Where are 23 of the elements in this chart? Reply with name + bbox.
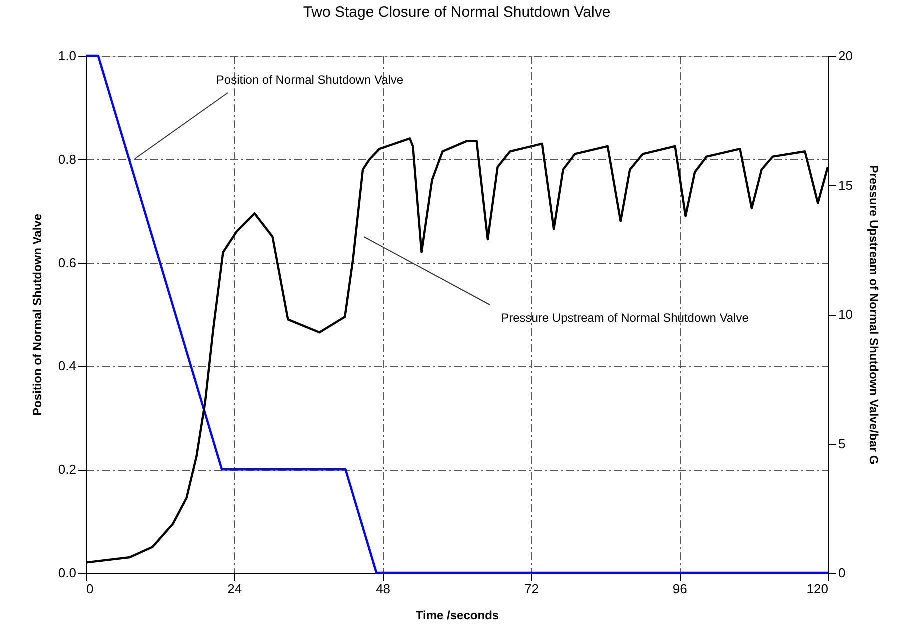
y-axis-title: Position of Normal Shutdown Valve — [30, 214, 44, 416]
y-tick-label: 0.4 — [58, 358, 76, 374]
x-tick-label: 96 — [672, 582, 688, 596]
y-tick-label: 0.6 — [58, 255, 76, 270]
y2-tick-label: 15 — [838, 178, 853, 193]
y-tick-label: 1.0 — [58, 48, 76, 64]
y-tick-label: 0.0 — [58, 566, 76, 580]
y-tick-label: 0.2 — [58, 462, 76, 478]
annotation: Pressure Upstream of Normal Shutdown Valve — [501, 311, 750, 325]
y-tick-label: 0.8 — [58, 152, 76, 167]
x-axis-title: Time /seconds — [416, 608, 500, 622]
x-tick-label: 24 — [228, 582, 242, 596]
y2-tick-label: 0 — [838, 566, 846, 580]
y2-axis-title: Pressure Upstream of Normal Shutdown Valve/bar G — [866, 165, 881, 465]
y2-tick-label: 10 — [838, 307, 853, 322]
x-tick-label: 0 — [86, 582, 94, 596]
x-tick-label: 72 — [524, 582, 539, 596]
x-tick-label: 120 — [806, 582, 828, 596]
annotation: Position of Normal Shutdown Valve — [216, 73, 404, 87]
chart-title: Two Stage Closure of Normal Shutdown Valve — [303, 4, 611, 21]
x-tick-label: 48 — [376, 582, 391, 596]
y2-tick-label: 5 — [838, 436, 846, 452]
y2-tick-label: 20 — [838, 48, 853, 64]
